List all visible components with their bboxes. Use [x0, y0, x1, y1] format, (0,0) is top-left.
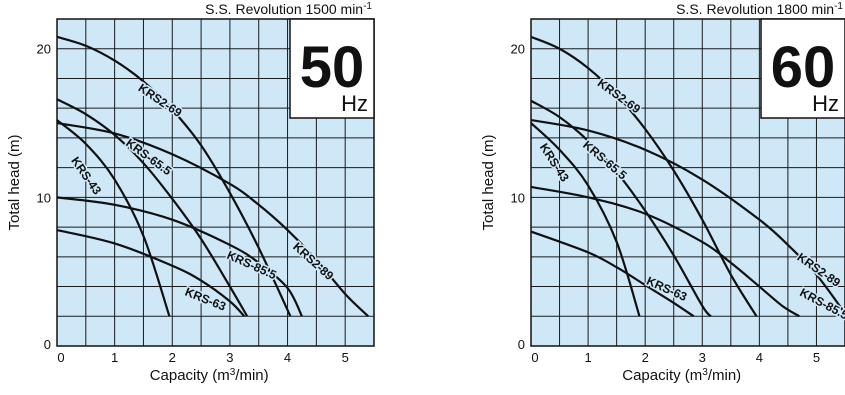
y-tick-label: 10	[37, 190, 51, 205]
x-tick-label: 2	[169, 350, 176, 365]
frequency-box	[289, 18, 375, 119]
x-tick-label: 4	[756, 350, 763, 365]
series-line-krs-85-5	[56, 196, 303, 317]
chart-title: S.S. Revolution 1500 min-1	[205, 1, 372, 17]
y-tick-label: 20	[37, 42, 51, 57]
chart-title: S.S. Revolution 1800 min-1	[676, 1, 843, 17]
y-tick-label: 0	[44, 337, 51, 352]
series-line-krs2-69	[56, 35, 292, 317]
x-axis-label: Capacity (m3/min)	[622, 367, 741, 384]
series-line-krs2-89	[56, 121, 370, 318]
x-tick-label: 3	[226, 350, 233, 365]
plot-border	[56, 18, 375, 347]
y-tick-label: 20	[511, 42, 525, 57]
series-line-krs-65-5	[530, 99, 712, 318]
series-line-krs-65-5	[56, 98, 249, 317]
x-tick-label: 1	[111, 350, 118, 365]
x-tick-label: 0	[531, 350, 538, 365]
series-line-krs2-89	[530, 118, 845, 314]
series-line-krs-63	[530, 230, 695, 318]
x-tick-label: 5	[813, 350, 820, 365]
grid	[56, 18, 375, 347]
x-tick-label: 4	[284, 350, 291, 365]
x-tick-label: 0	[57, 350, 64, 365]
x-tick-label: 1	[584, 350, 591, 365]
x-tick-label: 5	[342, 350, 349, 365]
x-tick-label: 3	[699, 350, 706, 365]
frequency-value: 50	[300, 35, 365, 100]
series-line-krs2-69	[530, 35, 758, 317]
y-axis-label: Total head (m)	[480, 135, 497, 231]
chart-panel-60hz: 60HzKRS2-69KRS-65.5KRS-43KRS2-89KRS-85.5…	[480, 1, 845, 384]
frequency-value: 60	[771, 35, 836, 100]
series-line-krs-43	[530, 122, 641, 317]
x-tick-label: 2	[642, 350, 649, 365]
y-tick-label: 10	[511, 190, 525, 205]
frequency-box	[760, 18, 845, 119]
plot-border	[530, 18, 845, 347]
chart-panel-50hz: 50HzKRS2-69KRS-65.5KRS-43KRS2-89KRS-85.5…	[6, 1, 375, 384]
frequency-unit: Hz	[341, 91, 368, 116]
series-line-krs-43	[56, 119, 171, 317]
series-line-krs-63	[56, 228, 246, 318]
frequency-unit: Hz	[812, 91, 839, 116]
x-axis-label: Capacity (m3/min)	[150, 367, 269, 384]
y-axis-label: Total head (m)	[6, 135, 23, 231]
y-tick-label: 0	[518, 337, 525, 352]
series-line-krs-85-5	[530, 185, 800, 318]
